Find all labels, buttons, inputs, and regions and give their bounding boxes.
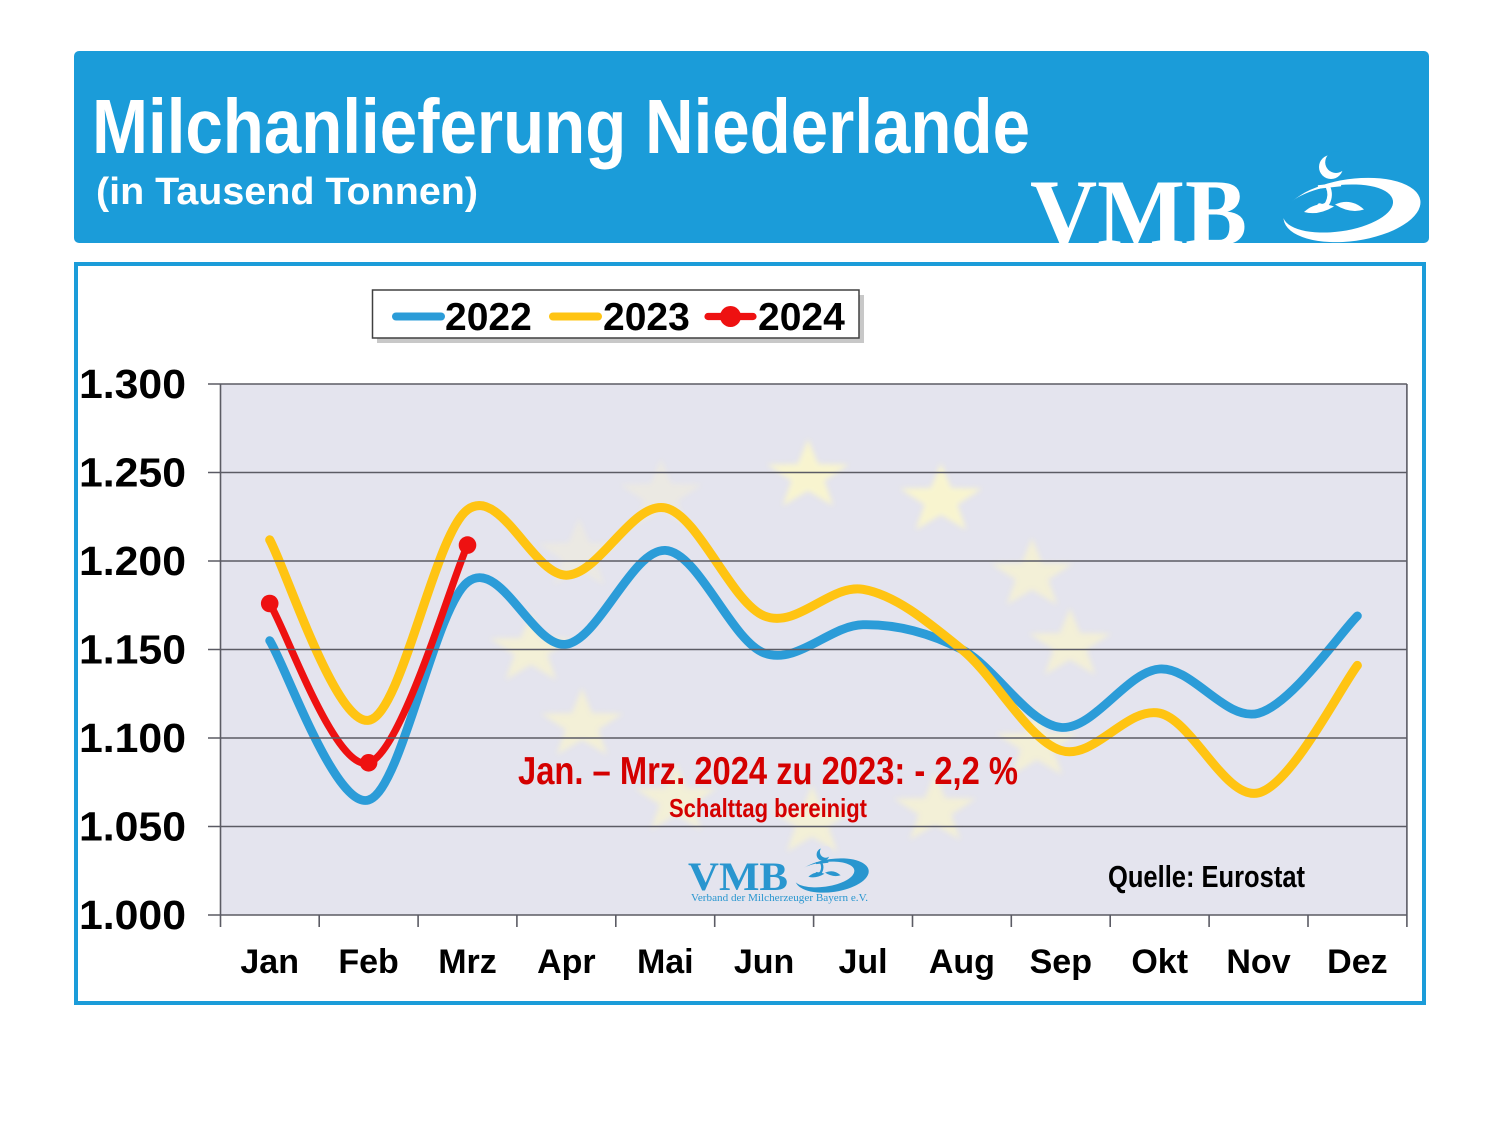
svg-text:Jun: Jun <box>734 943 794 981</box>
svg-text:1.300: 1.300 <box>79 361 186 407</box>
svg-text:VMB: VMB <box>688 854 788 899</box>
svg-text:Feb: Feb <box>338 943 398 981</box>
svg-text:Mrz: Mrz <box>438 943 497 981</box>
svg-text:2022: 2022 <box>445 296 532 339</box>
svg-text:Jan. – Mrz. 2024 zu 2023: - 2,: Jan. – Mrz. 2024 zu 2023: - 2,2 % <box>518 750 1018 793</box>
svg-text:1.100: 1.100 <box>79 715 186 761</box>
svg-text:Quelle: Eurostat: Quelle: Eurostat <box>1108 859 1305 894</box>
svg-text:1.050: 1.050 <box>79 804 186 850</box>
svg-text:Jan: Jan <box>240 943 299 981</box>
svg-text:Milchanlieferung Niederlande: Milchanlieferung Niederlande <box>92 84 1030 170</box>
svg-text:2024: 2024 <box>758 296 845 339</box>
svg-text:1.250: 1.250 <box>79 450 186 496</box>
svg-text:2023: 2023 <box>603 296 690 339</box>
svg-text:Okt: Okt <box>1131 943 1188 981</box>
svg-text:1.200: 1.200 <box>79 538 186 584</box>
svg-text:1.000: 1.000 <box>79 892 186 938</box>
svg-text:VMB: VMB <box>1030 160 1247 266</box>
svg-text:1.150: 1.150 <box>79 627 186 673</box>
svg-text:Jul: Jul <box>838 943 887 981</box>
svg-text:Verband der Milcherzeuger Baye: Verband der Milcherzeuger Bayern e.V. <box>691 893 868 904</box>
svg-text:Aug: Aug <box>929 943 995 981</box>
svg-text:Apr: Apr <box>537 943 596 981</box>
svg-text:Schalttag bereinigt: Schalttag bereinigt <box>669 793 867 823</box>
svg-text:(in Tausend Tonnen): (in Tausend Tonnen) <box>96 171 478 213</box>
svg-text:Dez: Dez <box>1327 943 1387 981</box>
svg-text:Sep: Sep <box>1030 943 1092 981</box>
svg-text:Mai: Mai <box>637 943 694 981</box>
svg-text:Nov: Nov <box>1226 943 1290 981</box>
